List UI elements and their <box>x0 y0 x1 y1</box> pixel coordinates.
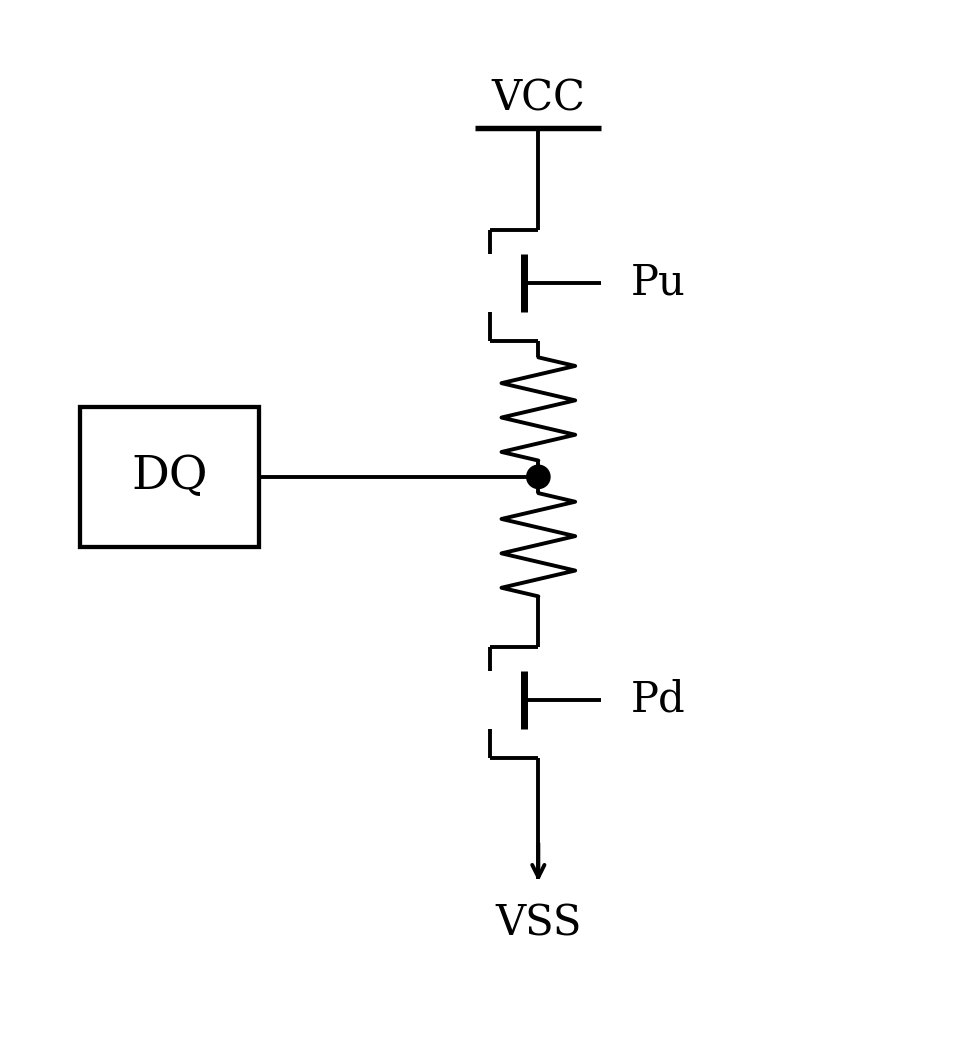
Bar <box>79 407 259 548</box>
Text: Pu: Pu <box>630 262 684 304</box>
Text: DQ: DQ <box>132 454 207 500</box>
Text: VCC: VCC <box>491 77 584 120</box>
Text: VSS: VSS <box>494 903 581 944</box>
Circle shape <box>526 465 549 488</box>
Text: Pd: Pd <box>630 679 684 721</box>
